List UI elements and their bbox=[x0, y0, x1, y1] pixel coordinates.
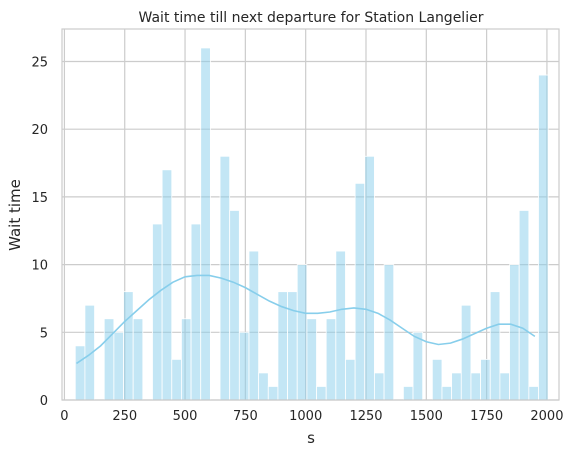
histogram-bar bbox=[123, 291, 134, 401]
histogram-bar bbox=[296, 264, 308, 401]
histogram-bar bbox=[354, 182, 366, 401]
chart-title: Wait time till next departure for Statio… bbox=[139, 10, 484, 26]
histogram-bar bbox=[316, 386, 327, 401]
histogram-bar bbox=[132, 318, 144, 401]
histogram-bar bbox=[74, 345, 86, 401]
y-tick-label: 0 bbox=[40, 394, 48, 409]
x-tick-label: 0 bbox=[60, 409, 68, 424]
histogram-bar bbox=[200, 47, 211, 401]
histogram-bar bbox=[238, 331, 250, 401]
histogram-bar bbox=[181, 318, 192, 401]
histogram-bar bbox=[431, 358, 443, 401]
y-axis-tick-labels: 0 5 10 15 20 25 bbox=[31, 55, 48, 409]
histogram-bar bbox=[499, 372, 510, 401]
y-tick-label: 25 bbox=[31, 55, 48, 70]
histogram-bar bbox=[374, 372, 385, 401]
x-tick-label: 250 bbox=[112, 409, 137, 424]
histogram-bar bbox=[325, 318, 337, 401]
histogram-bar bbox=[190, 223, 202, 401]
x-axis-label: s bbox=[307, 429, 315, 447]
histogram-bar bbox=[248, 250, 260, 401]
x-tick-label: 1500 bbox=[410, 409, 443, 424]
y-axis-label: Wait time bbox=[6, 179, 24, 251]
histogram-bar bbox=[460, 304, 472, 401]
plot-frame bbox=[61, 28, 560, 401]
x-tick-label: 500 bbox=[173, 409, 198, 424]
histogram-bar bbox=[538, 74, 549, 401]
histogram-bar bbox=[364, 155, 375, 401]
histogram-bar bbox=[258, 372, 269, 401]
kde-line bbox=[76, 274, 536, 365]
histogram-bar bbox=[509, 264, 520, 401]
y-tick-label: 20 bbox=[31, 123, 48, 138]
x-tick-label: 2000 bbox=[530, 409, 563, 424]
histogram-bar bbox=[451, 372, 462, 401]
histogram-bar bbox=[383, 264, 395, 401]
y-tick-label: 5 bbox=[40, 326, 48, 341]
histogram-bar bbox=[103, 318, 115, 401]
histogram-bar bbox=[229, 210, 240, 401]
x-tick-label: 1000 bbox=[289, 409, 322, 424]
histogram-bar bbox=[306, 318, 317, 401]
histogram-bar bbox=[402, 386, 414, 401]
histogram-bar bbox=[345, 358, 356, 401]
x-tick-label: 750 bbox=[233, 409, 258, 424]
histogram-bar bbox=[113, 331, 124, 401]
histogram-bar bbox=[287, 291, 298, 401]
histogram-bar bbox=[480, 358, 491, 401]
histogram-bar bbox=[152, 223, 163, 401]
plot-border bbox=[61, 28, 560, 401]
histogram-bar bbox=[470, 372, 481, 401]
histogram-bars bbox=[74, 47, 549, 401]
y-tick-label: 15 bbox=[31, 191, 48, 206]
histogram-bar bbox=[412, 331, 424, 401]
x-axis-tick-labels: 0 250 500 750 1000 1250 1500 1750 2000 bbox=[60, 409, 563, 424]
histogram-bar bbox=[489, 291, 501, 401]
x-tick-label: 1750 bbox=[470, 409, 503, 424]
histogram-bar bbox=[528, 386, 539, 401]
y-tick-label: 10 bbox=[31, 259, 48, 274]
histogram-bar bbox=[171, 358, 182, 401]
x-tick-label: 1250 bbox=[349, 409, 382, 424]
histogram-bar bbox=[441, 386, 453, 401]
histogram-bar bbox=[518, 210, 530, 401]
histogram-bar bbox=[335, 250, 346, 401]
histogram-bar bbox=[267, 386, 279, 401]
